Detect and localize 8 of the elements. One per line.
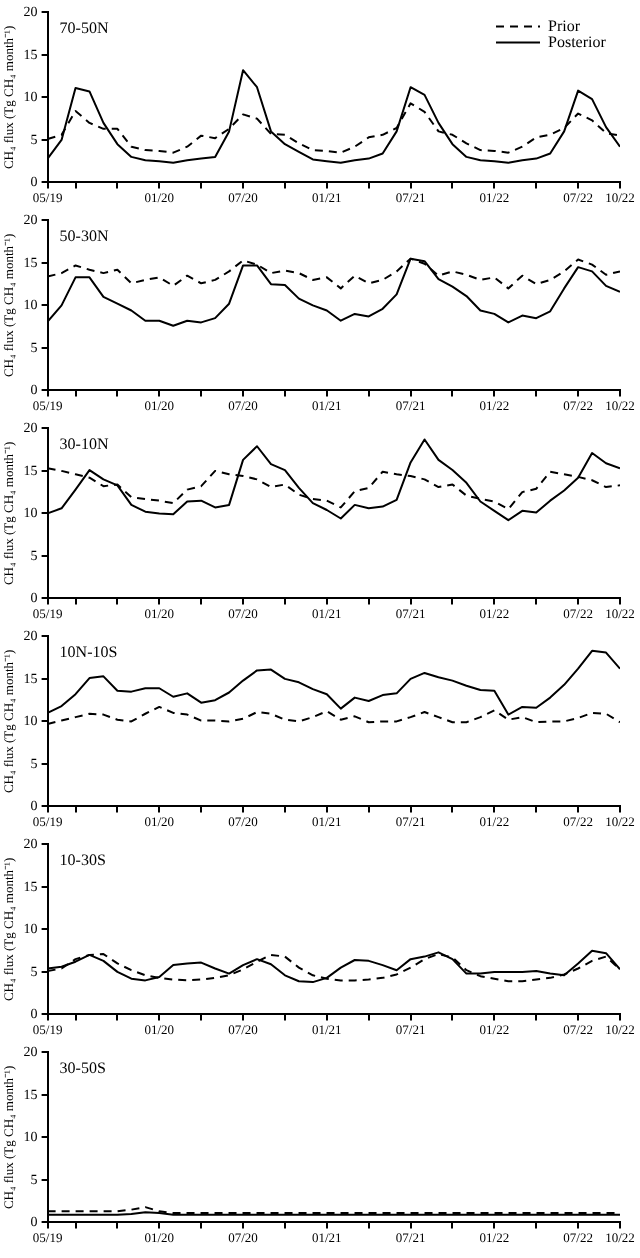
chart-title: 30-10N: [59, 434, 109, 453]
chart-title: 10-30S: [59, 850, 106, 869]
chart-title: 50-30N: [59, 226, 109, 245]
chart-title: 30-50S: [59, 1058, 106, 1077]
legend-label: Prior: [548, 16, 581, 35]
chart-title: 10N-10S: [59, 642, 118, 661]
legend-label: Posterior: [548, 32, 607, 51]
chart-title: 70-50N: [59, 18, 109, 37]
